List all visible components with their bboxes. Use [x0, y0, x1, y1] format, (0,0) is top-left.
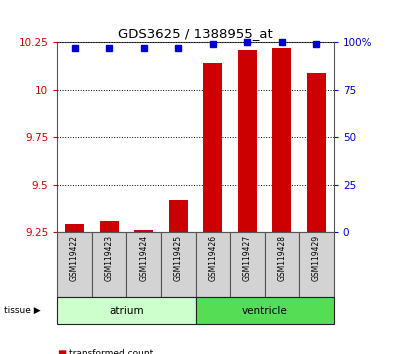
Bar: [238, 50, 257, 232]
Text: ventricle: ventricle: [242, 306, 288, 316]
Bar: [161, 232, 196, 297]
Bar: [169, 200, 188, 232]
Text: ■: ■: [57, 349, 66, 354]
Text: transformed count: transformed count: [69, 349, 153, 354]
Bar: [273, 48, 292, 232]
Bar: [230, 232, 265, 297]
Title: GDS3625 / 1388955_at: GDS3625 / 1388955_at: [118, 27, 273, 40]
Bar: [126, 232, 161, 297]
Text: GSM119429: GSM119429: [312, 235, 321, 281]
Bar: [265, 232, 299, 297]
Bar: [203, 63, 222, 232]
Bar: [134, 230, 153, 232]
Text: GSM119426: GSM119426: [208, 235, 217, 281]
Text: GSM119422: GSM119422: [70, 235, 79, 281]
Text: GSM119428: GSM119428: [277, 235, 286, 281]
Bar: [100, 221, 118, 232]
Text: atrium: atrium: [109, 306, 144, 316]
Bar: [307, 73, 326, 232]
Text: GSM119427: GSM119427: [243, 235, 252, 281]
Bar: [196, 232, 230, 297]
Bar: [92, 232, 126, 297]
Bar: [57, 297, 196, 324]
Bar: [65, 224, 84, 232]
Bar: [299, 232, 334, 297]
Bar: [196, 297, 334, 324]
Text: GSM119423: GSM119423: [105, 235, 114, 281]
Text: tissue ▶: tissue ▶: [4, 306, 41, 315]
Text: GSM119425: GSM119425: [174, 235, 183, 281]
Text: GSM119424: GSM119424: [139, 235, 148, 281]
Bar: [57, 232, 92, 297]
